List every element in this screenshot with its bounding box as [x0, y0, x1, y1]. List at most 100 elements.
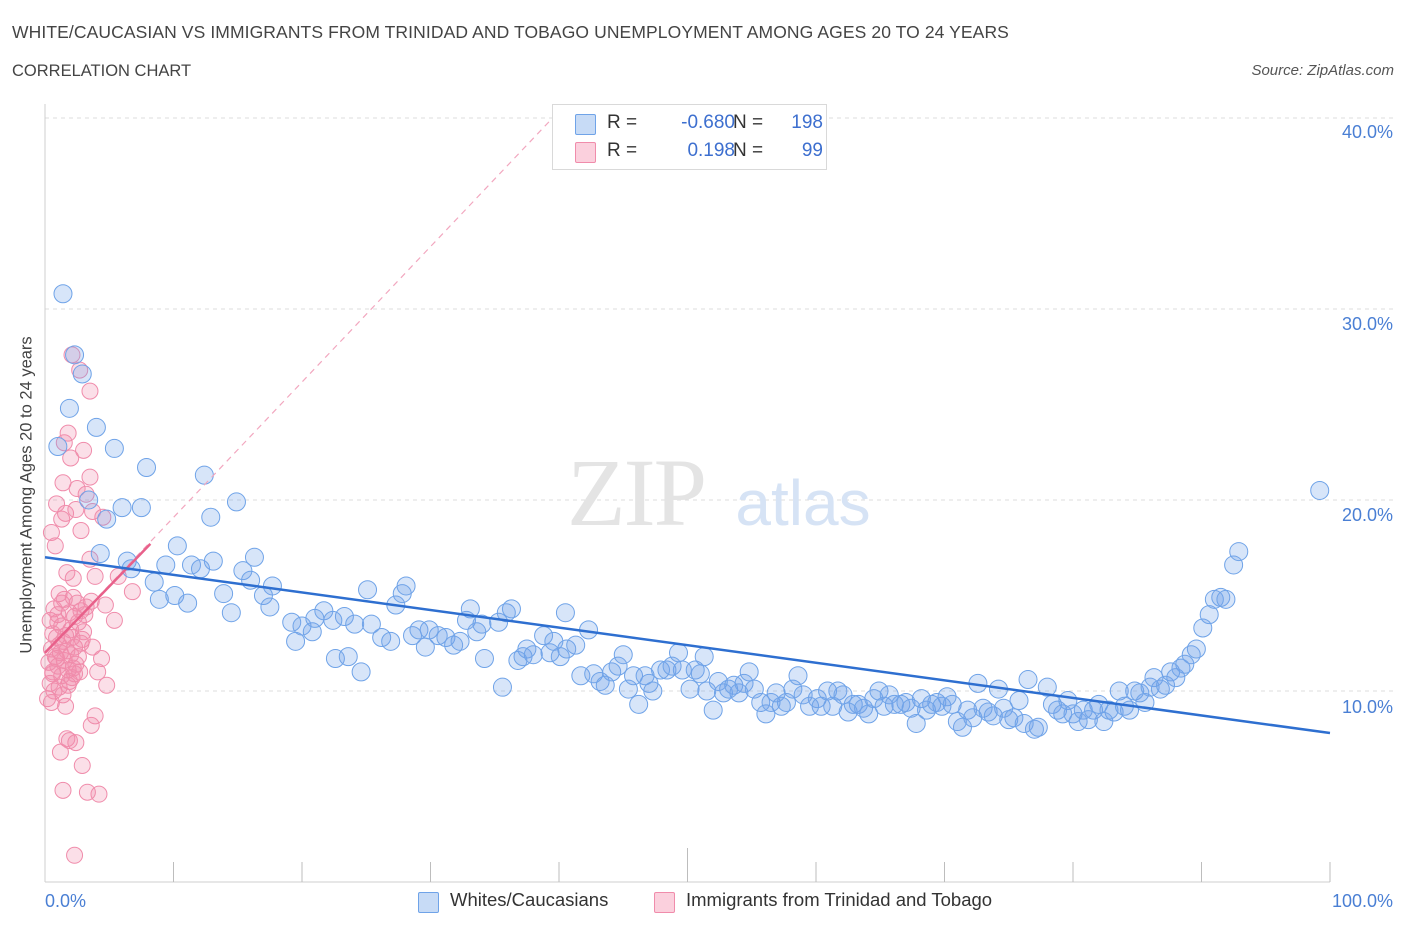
- immigrants-point: [53, 510, 71, 528]
- whites-point: [523, 645, 543, 665]
- whites-point: [828, 681, 848, 701]
- whites-point: [1186, 639, 1206, 659]
- pink-swatch: [575, 142, 596, 163]
- whites-point: [501, 599, 521, 619]
- chart-title: WHITE/CAUCASIAN VS IMMIGRANTS FROM TRINI…: [12, 22, 1009, 42]
- whites-point: [669, 643, 689, 663]
- whites-point: [72, 364, 92, 384]
- whites-point: [1109, 681, 1129, 701]
- whites-point: [338, 647, 358, 667]
- legend-label-whites: Whites/Caucasians: [450, 889, 609, 910]
- n-value: 198: [791, 112, 823, 133]
- whites-point: [137, 458, 157, 478]
- whites-point: [983, 706, 1003, 726]
- whites-point: [492, 677, 512, 697]
- r-label: R =: [607, 112, 638, 133]
- whites-point: [396, 576, 416, 596]
- whites-point: [1094, 712, 1114, 732]
- immigrants-point: [72, 522, 90, 540]
- whites-point: [358, 580, 378, 600]
- immigrants-point: [98, 676, 116, 694]
- whites-point: [286, 631, 306, 651]
- whites-point: [474, 649, 494, 669]
- whites-point: [351, 662, 371, 682]
- watermark-atlas: atlas: [735, 467, 870, 539]
- whites-point: [1181, 645, 1201, 665]
- whites-point: [1028, 717, 1048, 737]
- whites-point: [1310, 480, 1330, 500]
- whites-point: [53, 284, 73, 304]
- whites-point: [65, 345, 85, 365]
- whites-point: [1150, 679, 1170, 699]
- whites-point: [361, 614, 381, 634]
- whites-point: [381, 631, 401, 651]
- whites-point: [1014, 713, 1034, 733]
- y-tick-label: 40.0%: [1341, 122, 1393, 142]
- immigrants-point: [59, 424, 77, 442]
- immigrants-point: [105, 611, 123, 629]
- whites-point: [460, 599, 480, 619]
- whites-point: [323, 610, 343, 630]
- whites-point: [1018, 670, 1038, 690]
- n-value: 99: [801, 140, 823, 161]
- n-label: N =: [733, 112, 764, 133]
- whites-point: [167, 536, 187, 556]
- whites-point: [843, 694, 863, 714]
- immigrants-point: [58, 564, 76, 582]
- whites-point: [906, 713, 926, 733]
- whites-point: [927, 692, 947, 712]
- immigrants-point: [86, 707, 104, 725]
- whites-point: [178, 593, 198, 613]
- axes: [44, 104, 1331, 883]
- y-tick-label: 20.0%: [1341, 505, 1393, 525]
- whites-point: [771, 696, 791, 716]
- whites-point: [104, 438, 124, 458]
- chart-subtitle: CORRELATION CHART: [12, 62, 192, 80]
- whites-point: [713, 683, 733, 703]
- immigrants-point: [67, 501, 85, 519]
- whites-point: [214, 584, 234, 604]
- whites-point: [1009, 691, 1029, 711]
- whites-point: [896, 692, 916, 712]
- immigrants-point: [89, 663, 107, 681]
- whites-point: [409, 620, 429, 640]
- immigrants-point: [64, 659, 82, 677]
- whites-point: [690, 664, 710, 684]
- immigrants-point: [48, 495, 66, 513]
- immigrants-point: [86, 567, 104, 585]
- immigrants-point: [77, 485, 95, 503]
- immigrants-points: [39, 346, 141, 864]
- immigrants-point: [51, 743, 69, 761]
- immigrants-point: [54, 474, 72, 492]
- immigrants-point: [48, 650, 66, 668]
- legend-label-immigrants: Immigrants from Trinidad and Tobago: [686, 889, 993, 910]
- whites-point: [550, 647, 570, 667]
- immigrants-point: [53, 594, 71, 612]
- watermark: ZIP atlas: [567, 439, 871, 546]
- immigrants-point: [60, 732, 78, 750]
- whites-point: [739, 662, 759, 682]
- whites-point: [282, 612, 302, 632]
- whites-point: [233, 561, 253, 581]
- whites-point: [952, 717, 972, 737]
- watermark-zip: ZIP: [567, 439, 705, 546]
- immigrants-point: [82, 716, 100, 734]
- whites-point: [1199, 605, 1219, 625]
- whites-point: [260, 597, 280, 617]
- immigrants-point: [54, 781, 72, 799]
- whites-point: [613, 645, 633, 665]
- whites-point: [59, 398, 79, 418]
- r-value: -0.680: [681, 112, 735, 133]
- blue-swatch: [418, 892, 439, 913]
- whites-point: [901, 698, 921, 718]
- immigrants-point: [57, 697, 75, 715]
- whites-point: [608, 656, 628, 676]
- immigrants-point: [63, 346, 81, 364]
- whites-point: [1171, 658, 1191, 678]
- whites-point: [978, 702, 998, 722]
- whites-point: [1037, 677, 1057, 697]
- whites-point: [1229, 542, 1249, 562]
- whites-point: [334, 607, 354, 627]
- whites-point: [793, 685, 813, 705]
- whites-points: [48, 284, 1330, 739]
